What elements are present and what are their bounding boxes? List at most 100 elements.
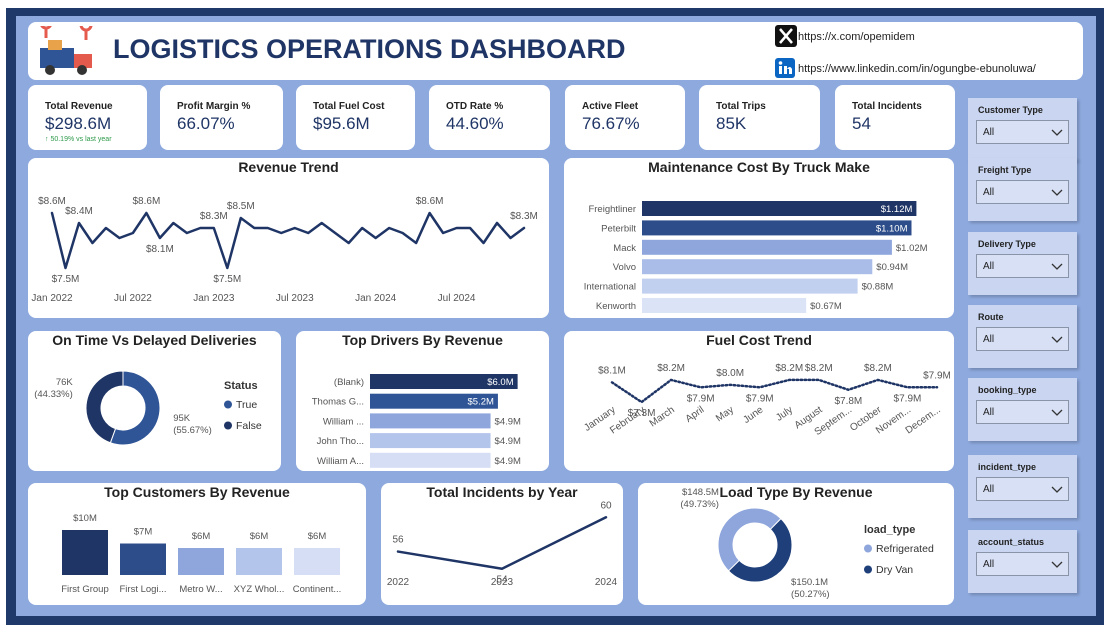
dropdown[interactable]: All: [976, 180, 1069, 204]
bar: [642, 259, 873, 275]
percent-label: (50.27%): [791, 589, 830, 600]
kpi-change: ↑ 50.19% vs last year: [45, 136, 112, 143]
x-tick-label: First Logi...: [120, 584, 167, 595]
chevron: [1051, 263, 1063, 270]
filter-label: booking_type: [978, 385, 1037, 395]
dropdown-value: All: [983, 334, 995, 345]
data-label: 76K: [56, 377, 74, 388]
filter-card: booking_type All: [968, 378, 1077, 441]
chart-title: Top Customers By Revenue: [104, 484, 290, 500]
kpi-label: Active Fleet: [582, 101, 639, 112]
data-label: $4.9M: [495, 456, 521, 467]
data-label: $8.3M: [200, 211, 228, 222]
dropdown[interactable]: All: [976, 327, 1069, 351]
chart-card: Top Drivers By Revenue (Blank) $6.0M Thomas…: [296, 331, 549, 471]
dropdown[interactable]: All: [976, 477, 1069, 501]
legend-title: Status: [224, 380, 258, 392]
line: [50, 211, 526, 270]
bar: [236, 548, 282, 575]
chart: Total Incidents by Year 56 54 60 2022 2023 202…: [387, 484, 618, 588]
data-label: $0.88M: [862, 282, 894, 293]
data-label: $8.6M: [38, 196, 66, 207]
kpi-value: 54: [852, 114, 871, 133]
data-label: $8.2M: [805, 363, 833, 374]
dropdown[interactable]: All: [976, 400, 1069, 424]
y-tick-label: Kenworth: [596, 301, 636, 312]
y-tick-label: Peterbilt: [601, 223, 636, 234]
chart-card: Load Type By Revenue $148.5M (49.73%) $150.…: [638, 483, 954, 605]
data-label: $8.6M: [416, 196, 444, 207]
chevron-path: [1051, 129, 1063, 136]
donut-slice: [717, 507, 782, 572]
link[interactable]: https://x.com/opemidem: [798, 31, 915, 43]
filter-label: incident_type: [978, 462, 1037, 472]
chart: Top Drivers By Revenue (Blank) $6.0M Thomas…: [312, 332, 521, 468]
bar: [62, 530, 108, 575]
data-label: $6M: [192, 531, 211, 542]
chart-title: Load Type By Revenue: [719, 484, 872, 500]
chart-card: On Time Vs Delayed Deliveries 95K (55.67%)…: [28, 331, 281, 471]
legend-marker: [224, 400, 232, 409]
filter-label: account_status: [978, 537, 1045, 547]
legend-label: Refrigerated: [876, 543, 934, 555]
x-tick-label: Jan 2023: [193, 293, 235, 304]
kpi-card: Total Incidents 54: [835, 85, 955, 150]
chart-title: On Time Vs Delayed Deliveries: [52, 332, 257, 348]
data-label: $7.8M: [834, 396, 862, 407]
legend-marker: [224, 421, 232, 430]
chart-title: Top Drivers By Revenue: [342, 332, 503, 348]
kpi-card: Total Revenue $298.6M ↑ 50.19% vs last yea…: [28, 85, 147, 150]
dropdown-value: All: [983, 407, 995, 418]
kpi-value: 85K: [716, 114, 747, 133]
x-tick-label: Continent...: [293, 584, 342, 595]
bar: [642, 239, 892, 255]
kpi-card: Total Trips 85K: [699, 85, 820, 150]
data-label: $7.9M: [687, 393, 715, 404]
chart-card: Maintenance Cost By Truck Make Freightlin…: [564, 158, 954, 318]
chevron: [1051, 336, 1063, 343]
chevron-path: [1051, 561, 1063, 568]
link[interactable]: https://www.linkedin.com/in/ogungbe-ebun…: [798, 63, 1036, 75]
kpi-label: OTD Rate %: [446, 101, 504, 112]
chevron: [1051, 486, 1063, 493]
dropdown-value: All: [983, 484, 995, 495]
chevron-path: [1051, 336, 1063, 343]
y-tick-label: Freightliner: [588, 204, 636, 215]
kpi-label: Profit Margin %: [177, 101, 251, 112]
chevron-path: [1051, 189, 1063, 196]
bar: [642, 278, 858, 294]
filter-card: Delivery Type All: [968, 232, 1077, 295]
x-tick-label: June: [741, 404, 765, 426]
data-label: $6M: [250, 531, 269, 542]
dropdown[interactable]: All: [976, 120, 1069, 144]
percent-label: (49.73%): [680, 499, 719, 510]
bar: [370, 413, 491, 429]
y-tick-label: John Tho...: [317, 436, 364, 447]
dropdown[interactable]: All: [976, 254, 1069, 278]
bar: [642, 298, 807, 313]
data-label: $10M: [73, 513, 97, 524]
bar: [120, 543, 166, 575]
x-tick-label: 2024: [595, 577, 618, 588]
data-label: $0.67M: [810, 301, 842, 312]
dashboard-title: LOGISTICS OPERATIONS DASHBOARD: [113, 34, 626, 64]
chevron-path: [1051, 409, 1063, 416]
data-label: $5.2M: [468, 397, 494, 408]
filter-card: Customer Type All: [968, 98, 1077, 161]
dropdown-value: All: [983, 559, 995, 570]
kpi-label: Total Trips: [716, 101, 766, 112]
legend-label: False: [236, 420, 262, 432]
x-tick-label: Jan 2024: [355, 293, 397, 304]
line: [610, 378, 939, 404]
bar: [642, 220, 912, 236]
kpi-label: Total Fuel Cost: [313, 101, 385, 112]
chart-title: Revenue Trend: [238, 159, 338, 175]
kpi-value: 66.07%: [177, 114, 235, 133]
line: [396, 516, 608, 570]
x-tick-label: XYZ Whol...: [234, 584, 285, 595]
kpi-value: 76.67%: [582, 114, 640, 133]
dropdown[interactable]: All: [976, 552, 1069, 576]
legend-marker: [864, 565, 872, 574]
x-tick-label: Jul 2023: [276, 293, 314, 304]
